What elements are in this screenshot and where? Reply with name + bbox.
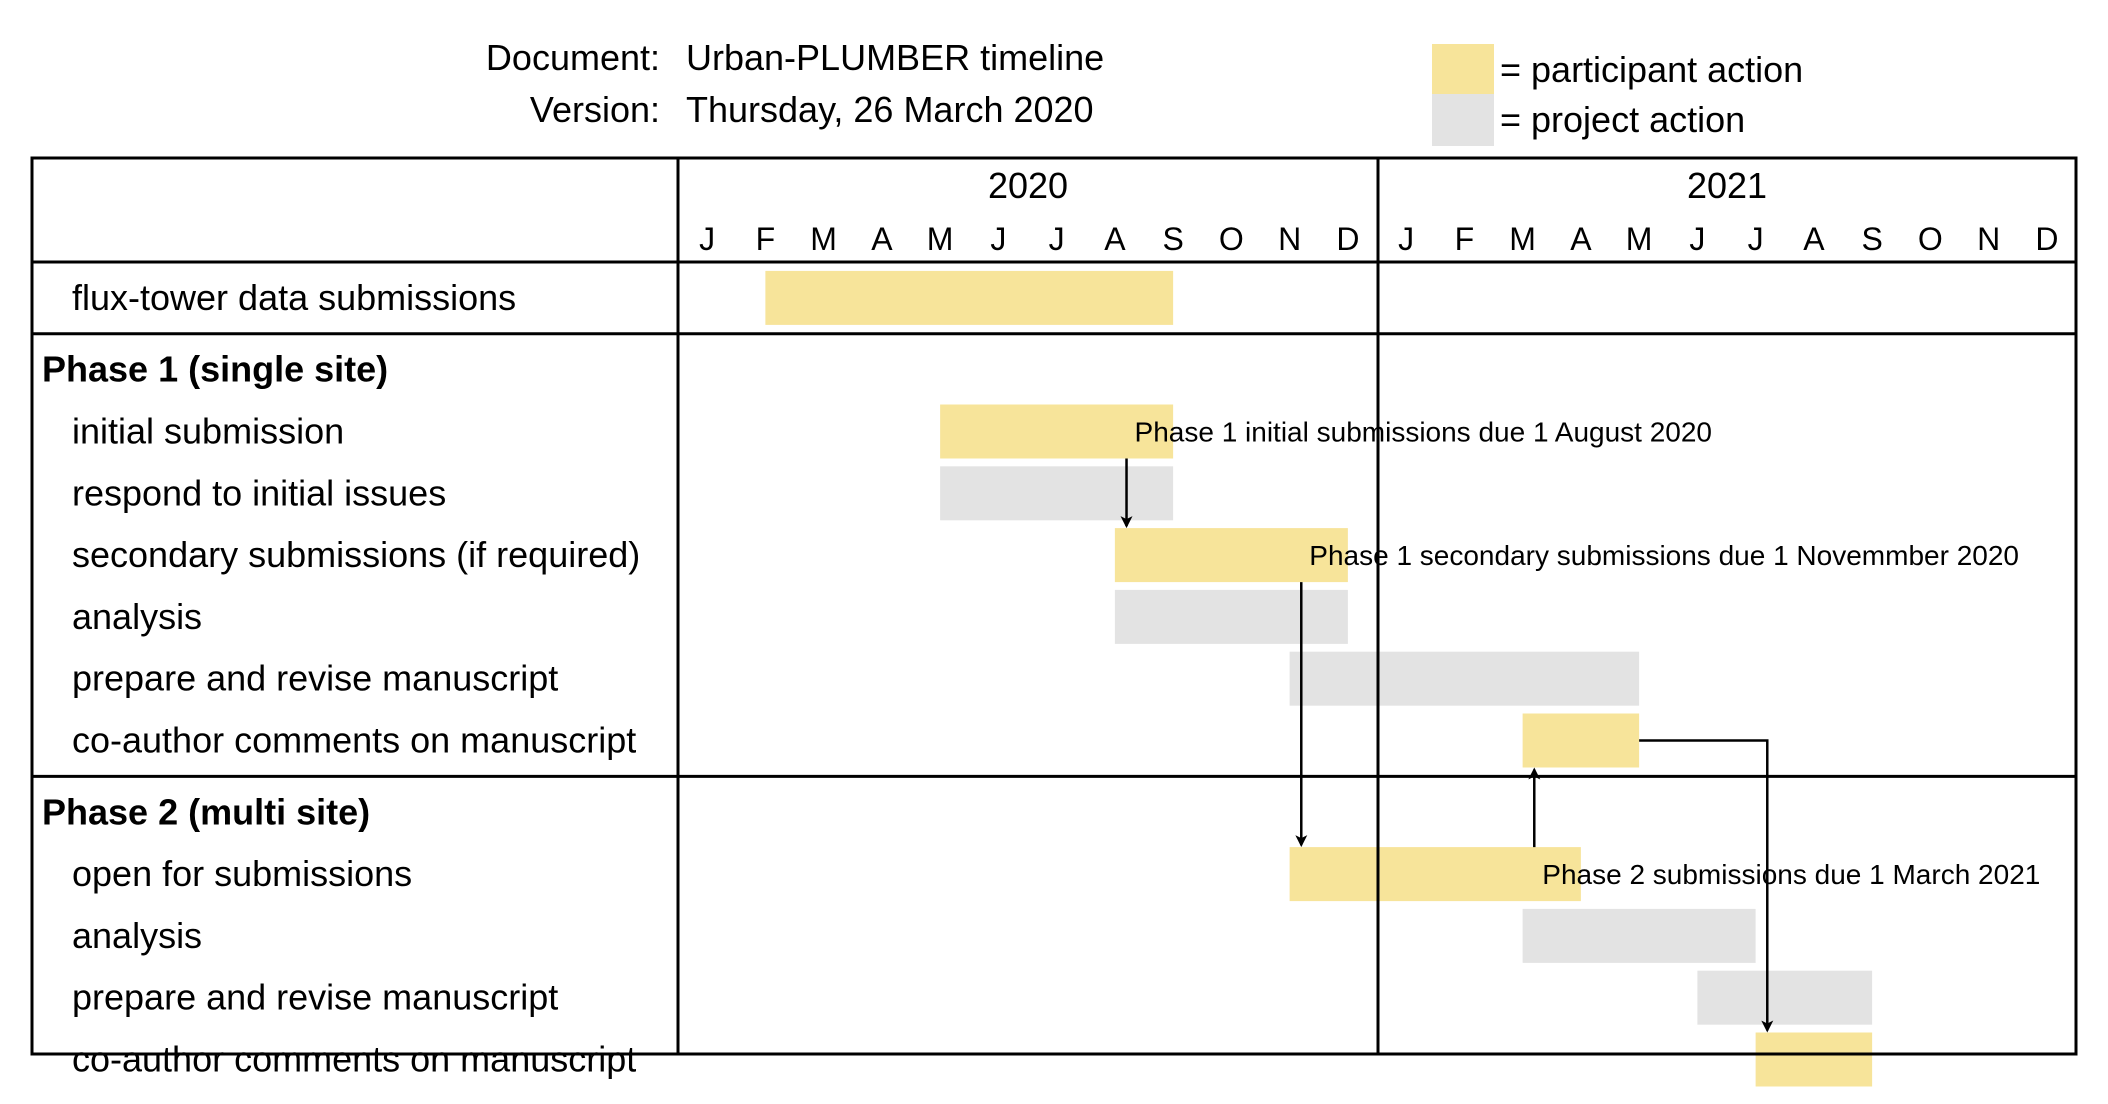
timeline-labels: flux-tower data submissions Phase 1 (sing… [42,165,2058,1080]
version-label: Version: [530,89,660,130]
month-label: S [1162,221,1183,257]
legend-swatch-participant [1432,44,1494,94]
task-bar [1755,1032,1873,1087]
month-label: F [1455,221,1475,257]
month-label: J [1748,221,1764,257]
month-label: J [1049,221,1065,257]
task-label: prepare and revise manuscript [72,658,558,699]
month-label: M [1626,221,1653,257]
table-grid [30,156,2078,1056]
deadline-annotation: Phase 1 initial submissions due 1 August… [1135,417,1713,448]
month-label: N [1278,221,1301,257]
month-label: A [1803,221,1825,257]
month-label: J [1398,221,1414,257]
month-label: O [1219,221,1244,257]
task-bar [1114,528,1348,583]
month-label: D [1336,221,1359,257]
document-title: Urban-PLUMBER timeline [686,37,1104,78]
month-label: M [927,221,954,257]
task-bar [1522,908,1756,963]
task-bar [940,404,1174,459]
task-label: secondary submissions (if required) [72,534,640,575]
month-label: J [1689,221,1705,257]
month-label: A [871,221,893,257]
legend-label-participant: = participant action [1500,49,1803,90]
month-label: M [1509,221,1536,257]
dependency-arrow [1639,739,1774,1033]
task-label: analysis [72,596,202,637]
task-bar [1697,970,1873,1025]
legend-label-project: = project action [1500,99,1745,140]
task-bar [1114,589,1348,644]
month-label: M [810,221,837,257]
dependency-arrows [1120,458,1774,1033]
month-label: J [990,221,1006,257]
table-border [30,156,2078,1056]
task-label: analysis [72,915,202,956]
task-label: prepare and revise manuscript [72,977,558,1018]
phase-heading: Phase 2 (multi site) [42,791,370,832]
year-label: 2020 [988,165,1068,206]
year-label: 2021 [1687,165,1767,206]
month-label: A [1104,221,1126,257]
task-label: open for submissions [72,853,412,894]
task-bars [765,270,1873,1087]
month-label: S [1861,221,1882,257]
task-bar [765,270,1174,325]
task-bar [940,466,1174,521]
month-label: N [1977,221,2000,257]
phase-heading: Phase 1 (single site) [42,349,388,390]
version-date: Thursday, 26 March 2020 [686,89,1094,130]
document-label: Document: [486,37,660,78]
task-label: respond to initial issues [72,472,446,513]
task-label: flux-tower data submissions [72,277,516,318]
deadline-annotation: Phase 2 submissions due 1 March 2021 [1542,859,2040,890]
month-label: A [1570,221,1592,257]
task-label: co-author comments on manuscript [72,720,636,761]
legend-swatch-project [1432,94,1494,146]
task-bar [1522,713,1640,768]
deadline-annotation: Phase 1 secondary submissions due 1 Nove… [1309,540,2019,571]
task-bar [1289,651,1640,706]
task-label: initial submission [72,411,344,452]
task-bar [1289,847,1581,902]
month-label: O [1918,221,1943,257]
month-label: J [699,221,715,257]
month-label: F [756,221,776,257]
task-label: co-author comments on manuscript [72,1039,636,1080]
month-label: D [2035,221,2058,257]
